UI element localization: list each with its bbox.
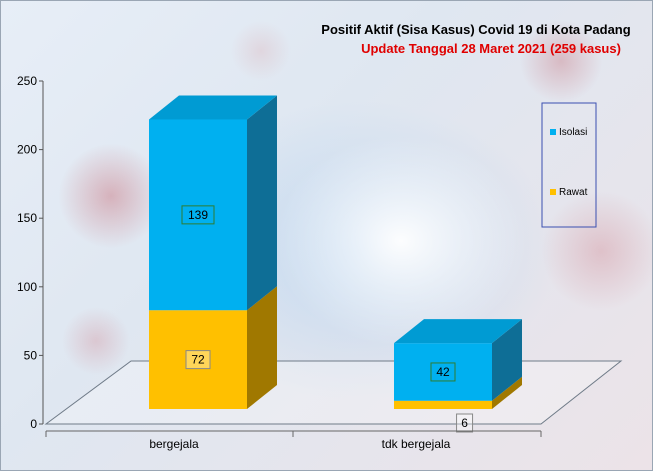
data-label: 6 [461, 416, 468, 430]
data-labels: 72 139 6 42 [181, 205, 474, 433]
bar-front [149, 119, 247, 311]
legend-frame [541, 102, 597, 228]
y-tick-label: 250 [17, 74, 37, 88]
bar-side [247, 286, 277, 409]
bar-top [149, 95, 277, 120]
y-axis: 0 50 100 150 200 250 [17, 74, 44, 431]
chart-subtitle: Update Tanggal 28 Maret 2021 (259 kasus) [361, 41, 621, 56]
y-tick-label: 100 [17, 280, 37, 294]
bar-front [149, 310, 247, 409]
x-axis: bergejala tdk bergejala [45, 430, 542, 451]
data-label: 72 [191, 353, 205, 367]
bar-side [492, 376, 522, 409]
legend-label: Isolasi [559, 127, 587, 138]
bar-front [394, 343, 492, 401]
data-label-box [185, 350, 211, 370]
y-tick-label: 150 [17, 211, 37, 225]
legend: Isolasi Rawat [541, 102, 597, 228]
bar-top [394, 319, 522, 344]
data-label-box [181, 205, 215, 225]
data-label-box [430, 362, 456, 382]
bar-side [492, 319, 522, 401]
legend-swatch [550, 129, 556, 135]
y-tick-label: 50 [24, 348, 38, 362]
legend-label: Rawat [559, 187, 588, 198]
data-label: 139 [188, 208, 208, 222]
bar-side [247, 95, 277, 311]
x-tick-label: tdk bergejala [382, 437, 451, 451]
x-tick-label: bergejala [149, 437, 199, 451]
floor-plane [44, 360, 623, 425]
data-label: 42 [436, 365, 450, 379]
chart-title: Positif Aktif (Sisa Kasus) Covid 19 di K… [321, 22, 630, 37]
data-label-box [456, 413, 474, 433]
bars [149, 95, 522, 409]
bar-front [394, 400, 492, 409]
y-tick-label: 200 [17, 143, 37, 157]
y-tick-label: 0 [30, 417, 37, 431]
chart-floor [44, 360, 623, 425]
legend-swatch [550, 189, 556, 195]
